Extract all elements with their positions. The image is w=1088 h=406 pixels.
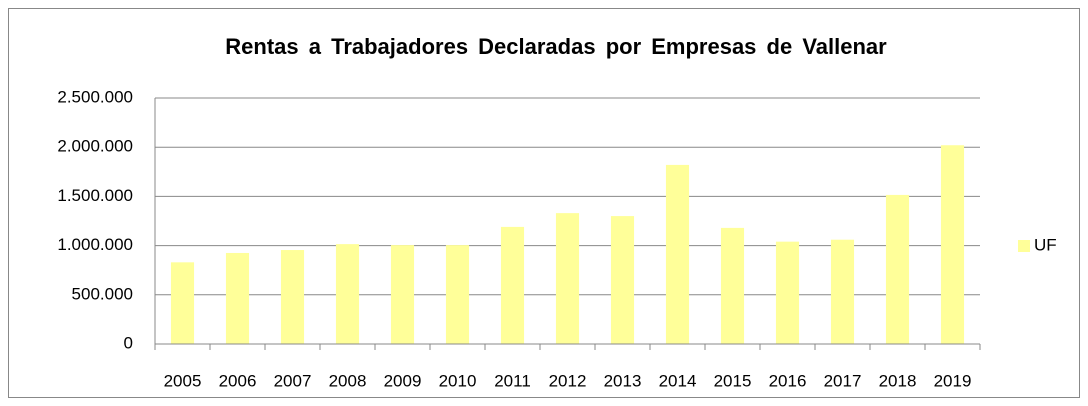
x-tick-label: 2013 bbox=[604, 371, 642, 390]
y-tick-label: 2.500.000 bbox=[57, 87, 133, 106]
y-tick-label: 1.500.000 bbox=[57, 186, 133, 205]
bar bbox=[555, 213, 580, 344]
x-tick-label: 2009 bbox=[384, 371, 422, 390]
bar bbox=[280, 250, 305, 344]
bar bbox=[500, 226, 525, 344]
chart-title: Rentas a Trabajadores Declaradas por Emp… bbox=[225, 34, 887, 59]
bar bbox=[225, 252, 250, 344]
legend-label: UF bbox=[1034, 235, 1057, 254]
x-tick-label: 2019 bbox=[934, 371, 972, 390]
bar bbox=[610, 216, 635, 344]
x-tick-label: 2016 bbox=[769, 371, 807, 390]
legend-swatch bbox=[1018, 240, 1030, 252]
bar bbox=[940, 145, 965, 344]
bar bbox=[775, 241, 800, 344]
x-tick-label: 2014 bbox=[659, 371, 697, 390]
x-tick-label: 2010 bbox=[439, 371, 477, 390]
bar bbox=[830, 239, 855, 344]
bar bbox=[720, 227, 745, 344]
y-tick-label: 500.000 bbox=[72, 284, 133, 303]
x-tick-label: 2017 bbox=[824, 371, 862, 390]
x-tick-label: 2018 bbox=[879, 371, 917, 390]
bar bbox=[445, 245, 470, 344]
x-tick-label: 2006 bbox=[219, 371, 257, 390]
x-tick-label: 2011 bbox=[494, 371, 531, 390]
bar bbox=[665, 164, 690, 344]
x-tick-label: 2007 bbox=[274, 371, 312, 390]
y-tick-label: 2.000.000 bbox=[57, 137, 133, 156]
bar bbox=[335, 244, 360, 344]
bar bbox=[390, 245, 415, 344]
x-tick-label: 2015 bbox=[714, 371, 752, 390]
bar bbox=[885, 194, 910, 344]
x-tick-label: 2012 bbox=[549, 371, 587, 390]
chart-border bbox=[8, 8, 1080, 398]
y-tick-label: 1.000.000 bbox=[57, 235, 133, 254]
x-tick-label: 2005 bbox=[164, 371, 202, 390]
x-tick-label: 2008 bbox=[329, 371, 367, 390]
y-tick-label: 0 bbox=[124, 333, 133, 352]
bar bbox=[170, 262, 195, 344]
